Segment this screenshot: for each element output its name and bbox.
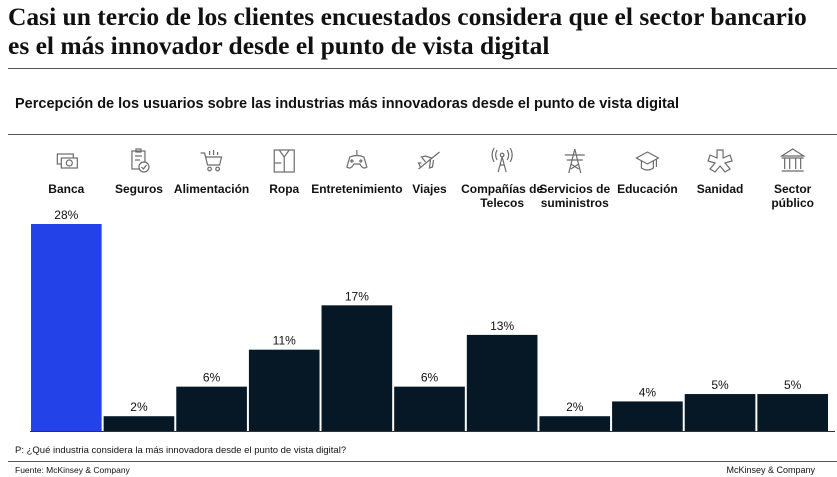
footer-divider [8, 461, 837, 462]
bar [31, 224, 102, 431]
clipboard-check-icon [131, 148, 150, 173]
medical-cross-icon [707, 149, 733, 173]
bar [321, 305, 393, 431]
category-label: Educación [617, 182, 678, 196]
bar [684, 394, 756, 431]
category-label: Alimentación [174, 182, 249, 196]
category-label: Sector público [771, 182, 814, 210]
value-label: 17% [345, 289, 369, 303]
value-label: 5% [711, 378, 729, 392]
bar [466, 334, 538, 431]
value-label: 28% [54, 208, 78, 222]
value-label: 2% [566, 400, 584, 414]
clothing-icon [273, 149, 295, 173]
bar [757, 394, 828, 431]
bar [248, 349, 320, 431]
category-label: Ropa [269, 182, 299, 196]
bar [394, 386, 465, 431]
antenna-icon [491, 147, 513, 173]
category-label: Banca [48, 182, 84, 196]
bar [176, 386, 247, 431]
bar [103, 416, 175, 431]
power-tower-icon [564, 148, 585, 174]
source-note: Fuente: McKinsey & Company [15, 465, 130, 475]
bar [612, 401, 683, 431]
headline-divider [8, 68, 837, 69]
value-label: 11% [273, 334, 296, 348]
category-label: Compañías de Telecos [461, 182, 543, 210]
graduation-cap-icon [635, 151, 660, 171]
value-label: 13% [490, 319, 514, 333]
headline: Casi un tercio de los clientes encuestad… [8, 2, 807, 60]
bar [539, 416, 611, 431]
subtitle-divider [8, 134, 837, 135]
airplane-icon [417, 151, 440, 170]
brand-name: McKinsey & Company [726, 465, 815, 475]
value-label: 4% [639, 385, 657, 399]
value-label: 5% [784, 378, 802, 392]
value-label: 6% [421, 371, 439, 385]
category-label: Viajes [412, 182, 447, 196]
value-label: 2% [130, 400, 148, 414]
bank-building-icon [779, 148, 806, 172]
category-label: Sanidad [697, 182, 744, 196]
category-label: Entretenimiento [311, 182, 402, 196]
value-label: 6% [203, 371, 221, 385]
chart-title: Percepción de los usuarios sobre las ind… [15, 96, 679, 112]
category-label: Seguros [115, 182, 163, 196]
survey-question: P: ¿Qué industria considera la más innov… [15, 445, 347, 456]
gamepad-icon [346, 150, 368, 169]
category-label: Servicios de suministros [539, 182, 610, 210]
money-icon [56, 153, 78, 169]
shopping-cart-icon [200, 150, 223, 172]
